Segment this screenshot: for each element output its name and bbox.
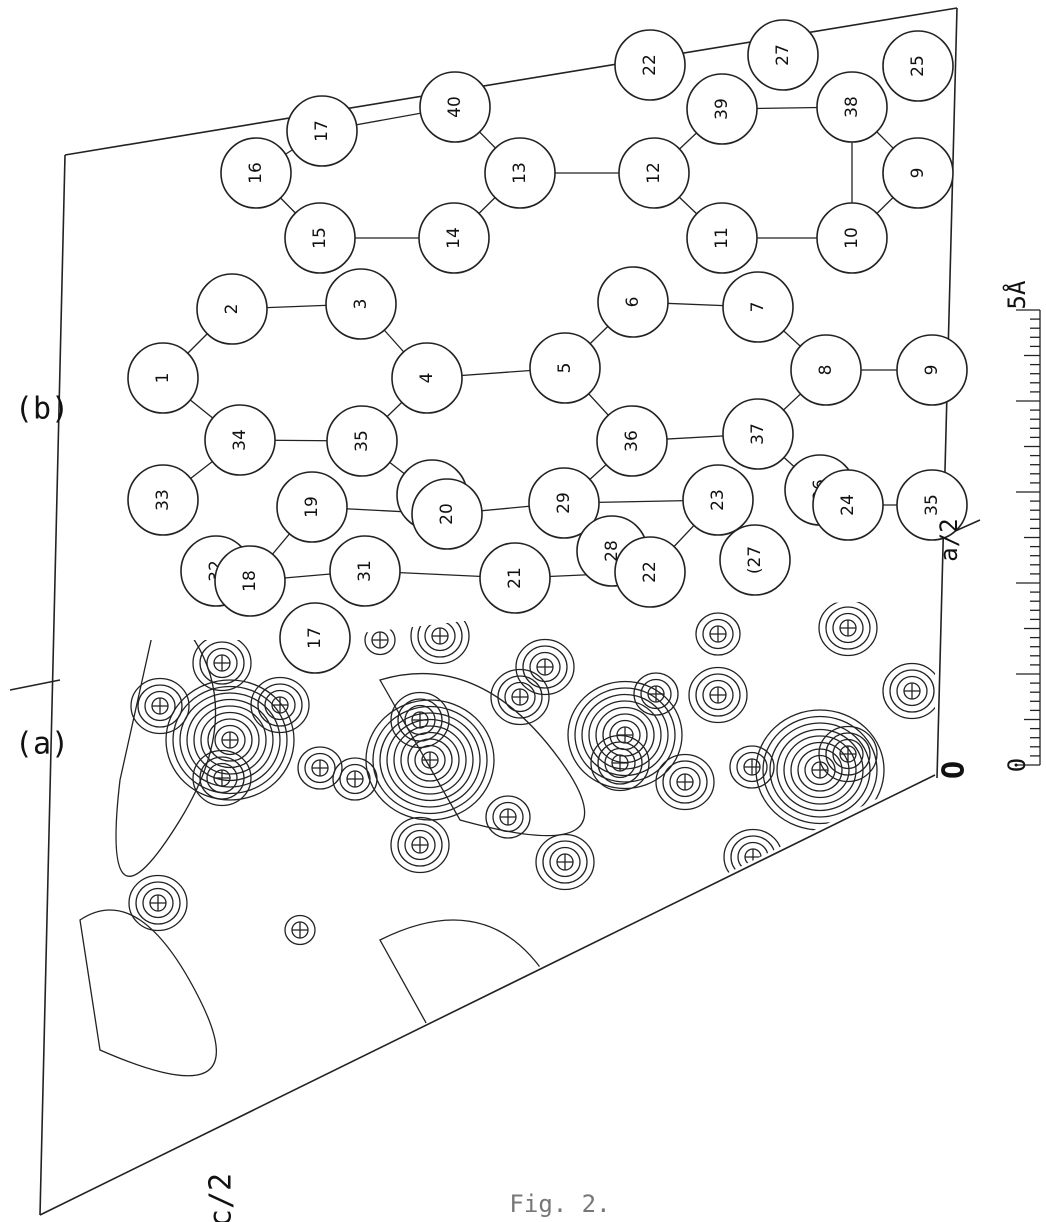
scale-label: 5Å	[1002, 280, 1031, 309]
atom-label: 2	[222, 304, 242, 315]
atom-label: 35	[352, 430, 372, 452]
axis-label: c/2	[204, 1173, 239, 1222]
caption: Fig. 2.	[509, 1190, 610, 1218]
contour	[380, 674, 585, 836]
atom-label: 23	[708, 489, 728, 511]
atom-label: 31	[355, 560, 375, 582]
contour	[790, 850, 834, 892]
contour	[640, 948, 835, 1092]
atom-label: 1	[153, 373, 173, 384]
axis-label: a/2	[935, 518, 963, 561]
atom-label: 20	[437, 503, 457, 525]
atom-label: 18	[240, 570, 260, 592]
contour	[300, 1176, 330, 1205]
contour	[904, 558, 920, 574]
contour	[380, 920, 574, 1069]
density-map	[80, 545, 941, 1222]
atom-label: 38	[842, 96, 862, 118]
contour	[413, 1172, 471, 1222]
atoms: 1234567834353637331930202923262432183121…	[128, 20, 967, 673]
atom-label: 19	[302, 496, 322, 518]
atom-label: 12	[644, 162, 664, 184]
contour	[783, 844, 841, 899]
peak-marker	[434, 1191, 450, 1207]
origin-label: O	[937, 761, 972, 779]
atom-label: 15	[310, 227, 330, 249]
contour	[705, 926, 735, 955]
peak-marker	[712, 932, 728, 948]
scale-label: 0	[1003, 758, 1031, 772]
contour	[797, 857, 827, 886]
atom-label: 39	[712, 98, 732, 120]
atom-label: 35	[922, 494, 942, 516]
contour	[427, 1185, 457, 1214]
atom-label: 22	[640, 561, 660, 583]
contour	[420, 1178, 464, 1220]
atom-label: 3	[351, 299, 371, 310]
atom-label: 5	[555, 363, 575, 374]
atom-label: (27	[745, 546, 765, 574]
atom-label: 24	[838, 494, 858, 516]
scale-bar	[1016, 310, 1040, 765]
atom-label: 27	[773, 44, 793, 66]
figure: 1234567834353637331930202923262432183121…	[0, 0, 1046, 1222]
panel-label: (a)	[15, 727, 69, 762]
atom-label: 6	[623, 297, 643, 308]
atom-label: 29	[554, 492, 574, 514]
atom-label: 7	[748, 302, 768, 313]
atom-label: 37	[748, 423, 768, 445]
contour	[897, 552, 927, 581]
atom-label: 16	[246, 162, 266, 184]
atom-label: 36	[622, 430, 642, 452]
contour	[293, 1169, 337, 1211]
peak-marker	[904, 558, 920, 574]
atom-label: 17	[312, 120, 332, 142]
atom-label: 9	[922, 365, 942, 376]
peak-marker	[804, 863, 820, 879]
peak-marker	[307, 1182, 323, 1198]
atom-label: 14	[444, 227, 464, 249]
atom-label: 9	[908, 168, 928, 179]
atom-label: 17	[305, 627, 325, 649]
contour	[804, 863, 820, 879]
contour	[434, 1191, 450, 1207]
atom-label: 34	[230, 429, 250, 451]
contour	[890, 545, 934, 587]
atom-label: 10	[842, 227, 862, 249]
atom-label: 40	[445, 96, 465, 118]
atom-label: 11	[712, 227, 732, 249]
contour	[307, 1182, 323, 1198]
contour	[80, 910, 216, 1076]
atom-label: 33	[153, 489, 173, 511]
atom-label: 8	[816, 365, 836, 376]
panel-label: (b)	[15, 392, 69, 427]
contour	[712, 932, 728, 948]
atom-label: 22	[640, 54, 660, 76]
atom-label: 21	[505, 567, 525, 589]
atom-label: 4	[417, 373, 437, 384]
atom-label: 25	[908, 55, 928, 77]
atom-label: 13	[510, 162, 530, 184]
